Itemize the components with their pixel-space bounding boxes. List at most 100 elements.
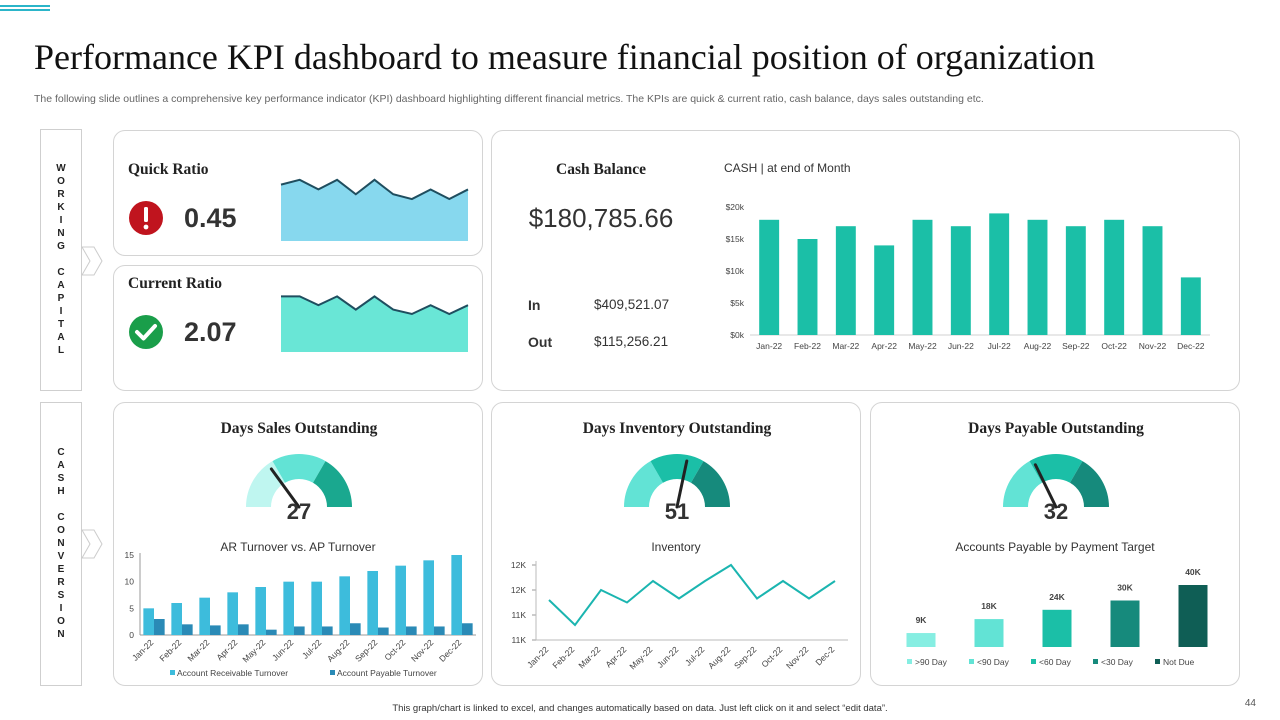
ar-bar — [143, 608, 154, 635]
cash-bar — [1104, 219, 1125, 335]
ar-ap-x-tick: Jan-22 — [130, 637, 156, 663]
ar-bar — [423, 560, 434, 635]
page-number: 44 — [1244, 698, 1256, 709]
cash-y-tick: $10k — [726, 266, 745, 276]
ap-target-legend-label: <90 Day — [977, 657, 1010, 667]
inventory-y-tick: 11K — [512, 635, 527, 645]
dso-gauge — [246, 454, 352, 509]
ap-target-legend-swatch — [1093, 659, 1098, 664]
ap-bar — [434, 626, 445, 635]
sparkline-area — [281, 296, 468, 352]
ap-bar — [378, 627, 389, 635]
sparkline-area — [281, 179, 468, 241]
cash-balance-value: $180,785.66 — [528, 203, 674, 233]
dio-card[interactable]: Days Inventory Outstanding 51 Inventory 1… — [491, 402, 861, 686]
cash-y-tick: $15k — [726, 234, 745, 244]
section-label-working-capital-text: WORKING CAPITAL — [55, 162, 67, 358]
decorative-lines — [0, 5, 50, 13]
inventory-x-tick: Jul-22 — [683, 644, 707, 668]
inventory-x-tick: Mar-22 — [576, 644, 602, 670]
inventory-line — [548, 563, 836, 627]
cash-bar — [759, 219, 780, 335]
ap-bar — [154, 619, 165, 635]
ar-ap-y-tick: 15 — [125, 550, 135, 560]
ar-ap-x-tick: Sep-22 — [353, 637, 380, 664]
inventory-x-tick: Apr-22 — [603, 644, 628, 669]
footer-note: This graph/chart is linked to excel, and… — [392, 703, 888, 714]
cash-in-value: $409,521.07 — [594, 297, 670, 312]
ar-ap-x-tick: Dec-22 — [437, 637, 464, 664]
quick-ratio-card[interactable]: Quick Ratio 0.45 — [113, 130, 483, 256]
gauge-segment — [650, 454, 704, 483]
ar-ap-x-tick: Jun-22 — [270, 637, 296, 663]
cash-x-tick: Jun-22 — [948, 341, 974, 351]
ap-target-legend-label: <30 Day — [1101, 657, 1134, 667]
inventory-y-tick: 11K — [512, 610, 527, 620]
cash-x-tick: Sep-22 — [1062, 341, 1090, 351]
cash-balance-card[interactable]: Cash Balance $180,785.66 In $409,521.07 … — [491, 130, 1240, 391]
cash-x-tick: Mar-22 — [832, 341, 859, 351]
cash-y-tick: $5k — [730, 298, 744, 308]
current-ratio-card[interactable]: Current Ratio 2.07 — [113, 265, 483, 391]
sparkline-line — [281, 295, 469, 316]
ar-bar — [367, 571, 378, 635]
check-icon — [129, 315, 163, 349]
ar-ap-x-tick: Aug-22 — [325, 637, 352, 664]
ar-bar — [171, 603, 182, 635]
ap-target-legend-swatch — [1031, 659, 1036, 664]
dso-value: 27 — [286, 499, 312, 524]
page-subtitle: The following slide outlines a comprehen… — [34, 93, 984, 105]
ar-ap-y-tick: 10 — [125, 577, 135, 587]
sparkline-line — [280, 178, 469, 201]
cash-bar — [835, 226, 856, 335]
dio-value: 51 — [664, 499, 690, 524]
quick-ratio-sparkline — [280, 178, 469, 241]
chevron-right-icon — [81, 529, 103, 559]
cash-x-tick: Oct-22 — [1101, 341, 1127, 351]
ap-bar — [322, 626, 333, 635]
ap-target-legend-swatch — [1155, 659, 1160, 664]
cash-bar — [1027, 219, 1048, 335]
ap-target-bar — [906, 633, 936, 647]
ap-bar — [266, 629, 277, 635]
cash-y-tick: $0k — [730, 330, 744, 340]
dpo-card[interactable]: Days Payable Outstanding 32 Accounts Pay… — [870, 402, 1240, 686]
ap-bar — [210, 625, 221, 635]
inventory-x-tick: Feb-22 — [550, 644, 576, 670]
inventory-x-tick: Dec-2 — [813, 644, 836, 667]
gauge-needle — [1033, 463, 1058, 509]
ar-bar — [227, 592, 238, 635]
section-label-cash-conversion: CASH CONVERSION — [40, 402, 82, 686]
inventory-x-tick: Nov-22 — [784, 644, 811, 671]
ar-bar — [283, 581, 294, 635]
section-label-cash-conversion-text: CASH CONVERSION — [55, 446, 67, 642]
cash-balance-label: Cash Balance — [556, 161, 646, 178]
ar-bar — [395, 565, 406, 635]
ap-bar — [462, 623, 473, 635]
cash-x-tick: Jan-22 — [756, 341, 782, 351]
ar-bar — [255, 587, 266, 635]
dso-card[interactable]: Days Sales Outstanding 27 AR Turnover vs… — [113, 402, 483, 686]
dpo-gauge — [1003, 454, 1109, 509]
ap-target-bar-chart: Accounts Payable by Payment Target 9K 18K 2… — [906, 540, 1208, 667]
cash-bar — [797, 239, 818, 335]
cash-x-tick: Dec-22 — [1177, 341, 1205, 351]
current-ratio-label: Current Ratio — [128, 275, 222, 292]
ap-target-bar — [1110, 600, 1140, 647]
ar-ap-legend-swatch — [330, 670, 335, 675]
ar-ap-x-tick: Nov-22 — [409, 637, 436, 664]
cash-bar — [950, 226, 971, 335]
ap-target-bar — [974, 619, 1004, 647]
cash-x-tick: Nov-22 — [1139, 341, 1167, 351]
ar-ap-legend-label: Account Payable Turnover — [337, 668, 437, 678]
ar-ap-legend-label: Account Receivable Turnover — [177, 668, 288, 678]
ar-ap-x-tick: May-22 — [240, 637, 267, 664]
dso-label: Days Sales Outstanding — [220, 420, 378, 437]
ar-ap-x-tick: Mar-22 — [185, 637, 211, 663]
cash-bar — [989, 213, 1010, 335]
ar-ap-y-tick: 0 — [129, 630, 134, 640]
cash-y-tick: $20k — [726, 202, 745, 212]
cash-bar — [1142, 226, 1163, 335]
ap-target-legend-swatch — [907, 659, 912, 664]
